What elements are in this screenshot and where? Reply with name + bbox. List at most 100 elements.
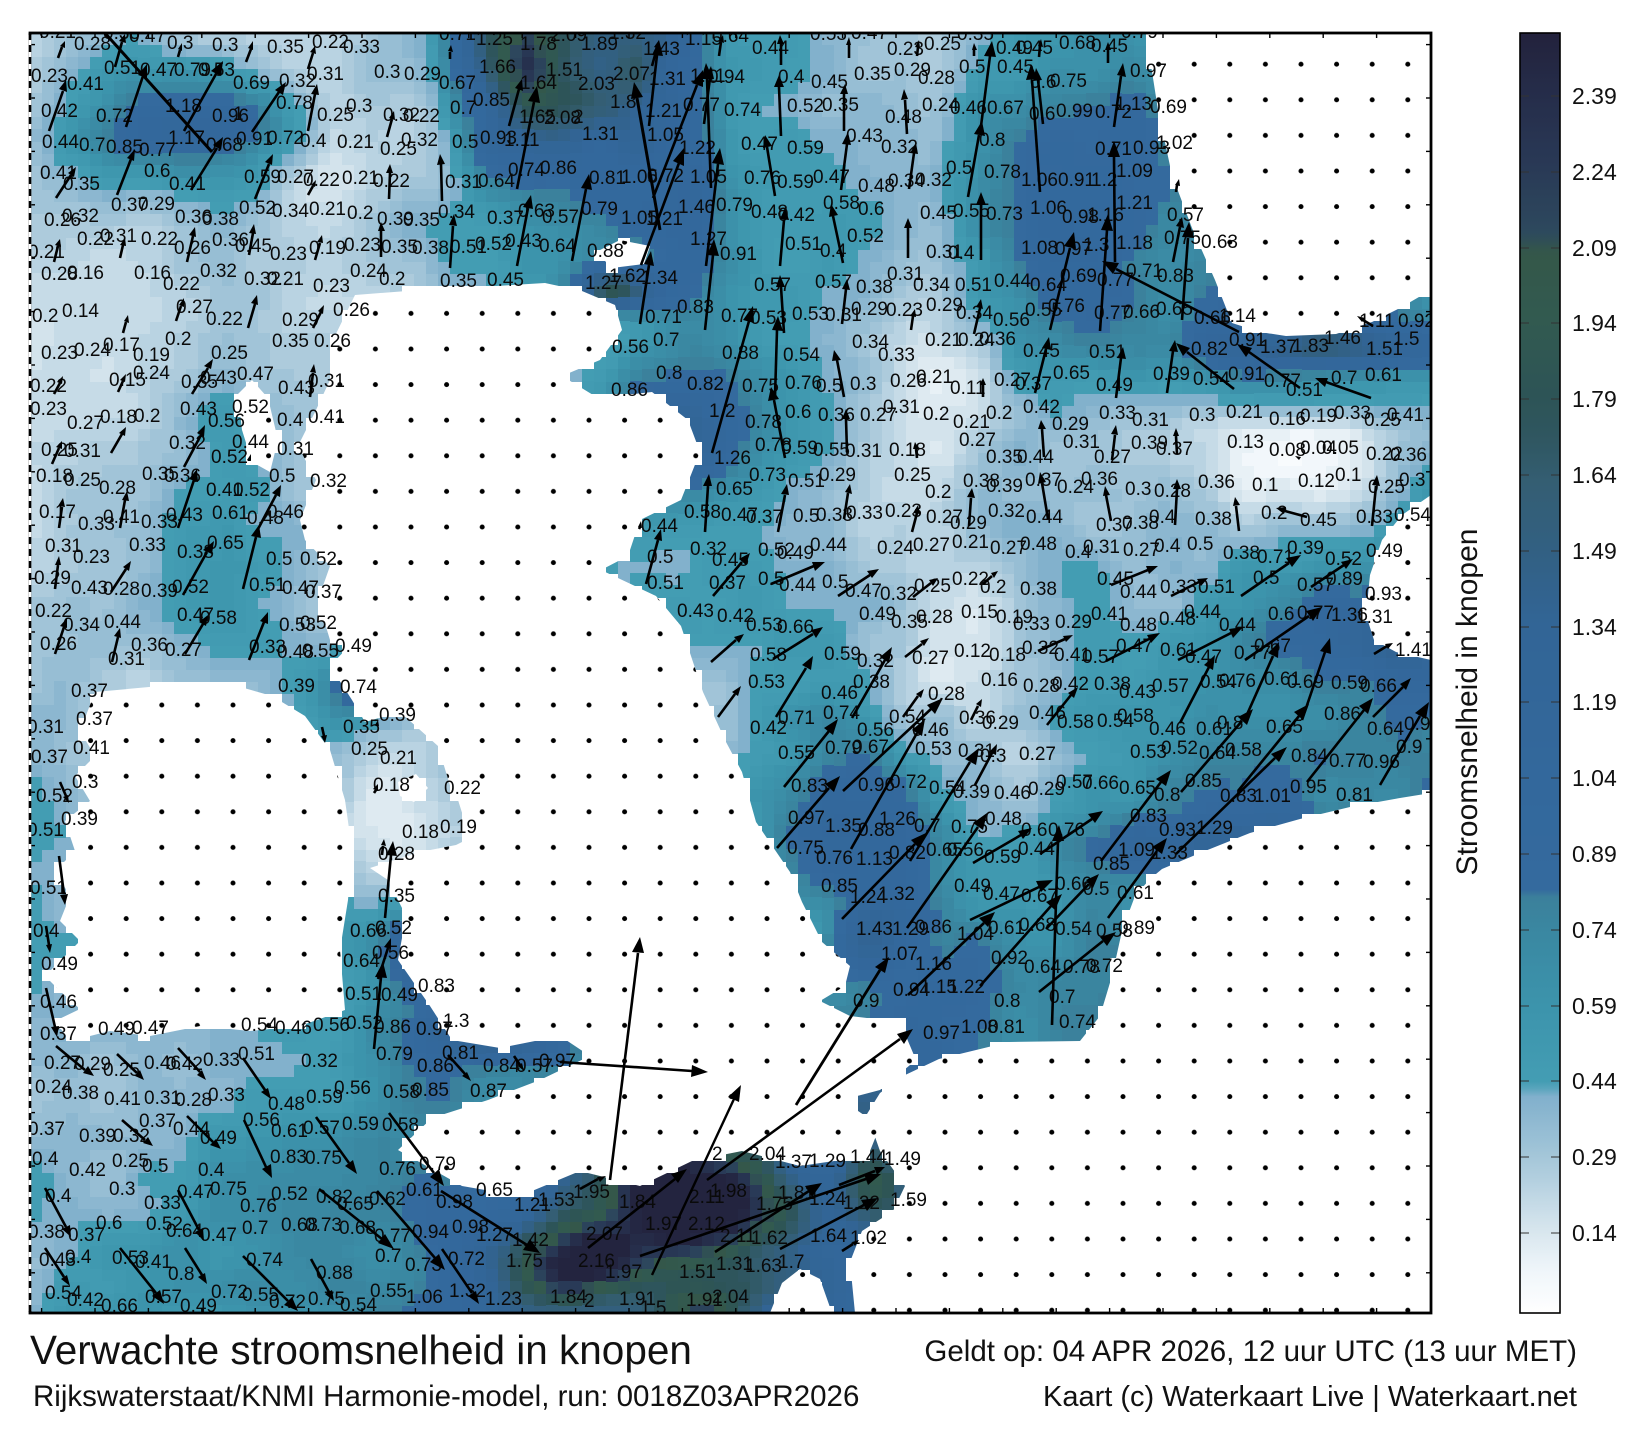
svg-text:0.56: 0.56 — [857, 720, 894, 741]
svg-text:0.3: 0.3 — [167, 33, 193, 54]
svg-text:0.74: 0.74 — [823, 703, 860, 724]
svg-text:0.88: 0.88 — [858, 820, 895, 841]
svg-text:0.81: 0.81 — [589, 168, 626, 189]
svg-text:0.13: 0.13 — [1227, 432, 1264, 453]
svg-text:0.39: 0.39 — [953, 782, 990, 803]
svg-text:0.37: 0.37 — [76, 709, 113, 730]
svg-text:0.18: 0.18 — [100, 407, 137, 428]
svg-text:0.61: 0.61 — [1196, 719, 1233, 740]
svg-text:0.66: 0.66 — [777, 617, 814, 638]
svg-text:0.35: 0.35 — [986, 447, 1023, 468]
svg-text:0.32: 0.32 — [244, 269, 281, 290]
svg-text:0.62: 0.62 — [369, 1189, 406, 1210]
svg-text:0.5: 0.5 — [269, 466, 295, 487]
svg-text:0.46: 0.46 — [40, 992, 77, 1013]
svg-text:1.32: 1.32 — [878, 884, 915, 905]
svg-text:0.22: 0.22 — [206, 309, 243, 330]
svg-text:1.16: 1.16 — [915, 954, 952, 975]
svg-text:0.79: 0.79 — [174, 60, 211, 81]
svg-text:0.44: 0.44 — [752, 38, 789, 59]
svg-text:0.56: 0.56 — [313, 1015, 350, 1036]
svg-text:0.75: 0.75 — [1050, 71, 1087, 92]
svg-text:0.27: 0.27 — [912, 648, 949, 669]
svg-text:0.31: 0.31 — [108, 649, 145, 670]
svg-text:0.51: 0.51 — [955, 275, 992, 296]
svg-text:0.21: 0.21 — [916, 367, 953, 388]
svg-text:0.52: 0.52 — [233, 480, 270, 501]
svg-text:0.2: 0.2 — [134, 406, 160, 427]
svg-text:0.22: 0.22 — [952, 569, 989, 590]
svg-text:0.08: 0.08 — [1269, 440, 1306, 461]
svg-text:0.3: 0.3 — [109, 1179, 135, 1200]
svg-text:0.27: 0.27 — [1123, 540, 1160, 561]
svg-text:1.64: 1.64 — [810, 1226, 847, 1247]
svg-text:0.16: 0.16 — [981, 670, 1018, 691]
svg-text:0.25: 0.25 — [1364, 410, 1401, 431]
svg-text:0.31: 0.31 — [1083, 537, 1120, 558]
svg-text:1.35: 1.35 — [825, 816, 862, 837]
svg-text:0.29: 0.29 — [1572, 1144, 1617, 1170]
svg-text:1.46: 1.46 — [1324, 328, 1361, 349]
svg-text:0.25: 0.25 — [112, 1151, 149, 1172]
svg-text:1.08: 1.08 — [1021, 238, 1058, 259]
svg-text:0.52: 0.52 — [787, 96, 824, 117]
svg-text:0.51: 0.51 — [785, 234, 822, 255]
svg-text:0.33: 0.33 — [878, 345, 915, 366]
svg-text:0.6: 0.6 — [1268, 604, 1294, 625]
svg-text:0.69: 0.69 — [233, 73, 270, 94]
svg-text:0.19: 0.19 — [133, 345, 170, 366]
svg-text:1.25: 1.25 — [476, 29, 513, 50]
svg-text:0.37: 0.37 — [487, 208, 524, 229]
svg-text:0.5: 0.5 — [1083, 879, 1109, 900]
svg-text:0.41: 0.41 — [135, 1252, 172, 1273]
svg-text:0.44: 0.44 — [994, 271, 1031, 292]
svg-text:0.37: 0.37 — [111, 195, 148, 216]
svg-text:0.52: 0.52 — [172, 577, 209, 598]
svg-text:0.23: 0.23 — [30, 399, 67, 420]
svg-text:0.44: 0.44 — [1120, 582, 1157, 603]
svg-text:1.05: 1.05 — [690, 167, 727, 188]
svg-text:0.54: 0.54 — [783, 345, 820, 366]
svg-text:0.79: 0.79 — [376, 1044, 413, 1065]
svg-text:0.77: 0.77 — [1094, 303, 1131, 324]
svg-text:0.34: 0.34 — [956, 303, 993, 324]
svg-text:0.5: 0.5 — [822, 572, 848, 593]
svg-text:1.91: 1.91 — [619, 1289, 656, 1310]
svg-text:1.26: 1.26 — [879, 809, 916, 830]
svg-text:0.52: 0.52 — [475, 234, 512, 255]
svg-text:1.09: 1.09 — [1116, 161, 1153, 182]
svg-text:0.27: 0.27 — [1019, 744, 1056, 765]
svg-text:0.41: 0.41 — [67, 74, 104, 95]
svg-text:0.93: 0.93 — [1133, 138, 1170, 159]
svg-text:0.31: 0.31 — [307, 64, 344, 85]
svg-text:0.33: 0.33 — [1160, 577, 1197, 598]
svg-text:2.24: 2.24 — [1572, 159, 1617, 185]
svg-text:1.29: 1.29 — [809, 1151, 846, 1172]
svg-text:1.27: 1.27 — [476, 1225, 513, 1246]
svg-text:0.27: 0.27 — [913, 535, 950, 556]
svg-text:0.28: 0.28 — [918, 68, 955, 89]
svg-text:0.45: 0.45 — [1300, 510, 1337, 531]
svg-text:0.57: 0.57 — [516, 1056, 553, 1077]
svg-text:0.52: 0.52 — [271, 1184, 308, 1205]
svg-text:0.22: 0.22 — [312, 32, 349, 53]
svg-text:0.74: 0.74 — [1059, 1012, 1096, 1033]
svg-text:0.35: 0.35 — [267, 37, 304, 58]
svg-text:0.42: 0.42 — [69, 1160, 106, 1181]
svg-text:0.53: 0.53 — [810, 24, 847, 45]
svg-text:0.56: 0.56 — [372, 943, 409, 964]
svg-text:0.34: 0.34 — [63, 615, 100, 636]
svg-text:0.5: 0.5 — [959, 57, 985, 78]
svg-text:0.23: 0.23 — [885, 501, 922, 522]
svg-text:0.65: 0.65 — [1119, 778, 1156, 799]
svg-text:0.39: 0.39 — [141, 581, 178, 602]
svg-text:0.43: 0.43 — [505, 231, 542, 252]
svg-text:1.49: 1.49 — [1572, 538, 1617, 564]
svg-text:0.57: 0.57 — [542, 207, 579, 228]
svg-text:0.2: 0.2 — [32, 306, 58, 327]
svg-text:1.27: 1.27 — [585, 273, 622, 294]
svg-text:0.58: 0.58 — [1117, 706, 1154, 727]
svg-text:1.15: 1.15 — [685, 29, 722, 50]
svg-text:0.28: 0.28 — [74, 34, 111, 55]
svg-text:0.77: 0.77 — [1097, 270, 1134, 291]
